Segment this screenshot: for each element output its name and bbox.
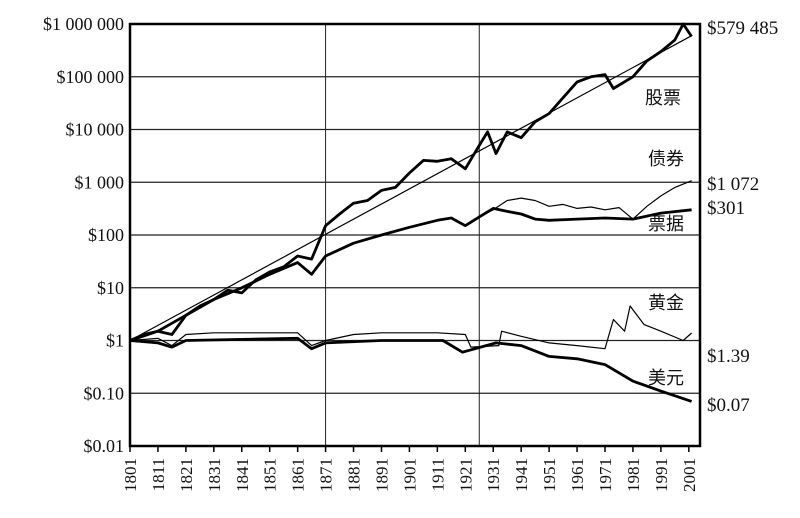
x-tick-label: 1931 (484, 458, 503, 492)
series-line (129, 22, 693, 342)
series-name-label: 股票 (645, 88, 681, 108)
series-line (129, 180, 692, 342)
y-tick-label: $1 (106, 331, 124, 351)
x-tick-label: 1891 (372, 458, 391, 492)
x-tick-label: 1901 (400, 458, 419, 492)
series-name-label: 债券 (648, 149, 684, 169)
x-tick-label: 1811 (149, 458, 168, 491)
series-end-value: $579 485 (707, 18, 778, 39)
y-tick-label: $0.10 (84, 383, 125, 403)
y-tick-label: $100 000 (57, 67, 125, 87)
y-tick-label: $1 000 000 (43, 14, 124, 34)
plot-frame (128, 22, 702, 448)
y-axis: $1 000 000 $100 000 $10 000 $1 000 $100 $10 $1… (43, 14, 124, 456)
series-name-label: 美元 (648, 368, 684, 388)
x-tick-label: 1951 (540, 458, 559, 492)
x-tick-label: 1851 (261, 458, 280, 492)
x-tick-label: 1801 (121, 458, 140, 492)
x-tick-label: 1921 (456, 458, 475, 492)
x-tick-label: 1981 (624, 458, 643, 492)
y-tick-label: $0.01 (84, 436, 125, 456)
series-name-label: 黄金 (648, 293, 684, 313)
series-name-label: 票据 (648, 214, 684, 234)
trend-line (129, 35, 692, 342)
x-tick-label: 1941 (512, 458, 531, 492)
x-tick-label: 1871 (317, 458, 336, 492)
x-tick-label: 1861 (289, 458, 308, 492)
x-tick-label: 1881 (345, 458, 364, 492)
y-tick-label: $1 000 (75, 172, 125, 192)
series-line (129, 207, 692, 342)
series-line (129, 336, 693, 403)
series-end-value: $301 (707, 198, 745, 219)
x-tick-label: 1821 (177, 458, 196, 492)
x-tick-label: 1831 (205, 458, 224, 492)
series-end-value: $1 072 (707, 174, 759, 195)
x-tick-label: 2001 (680, 458, 699, 492)
series-end-value: $0.07 (707, 395, 750, 416)
x-tick-label: 1841 (233, 458, 252, 492)
series-labels: 股票 $579 485 债券 $1 072 票据 $301 黄金 $1.39 美元 $0.07 (645, 18, 778, 416)
series-line (129, 305, 692, 350)
y-tick-label: $10 000 (66, 120, 125, 140)
x-tick-label: 1911 (428, 458, 447, 491)
x-tick-label: 1961 (568, 458, 587, 492)
y-tick-label: $10 (97, 278, 124, 298)
series-lines (129, 22, 693, 403)
x-tick-label: 1991 (652, 458, 671, 492)
x-axis: 1801 1811 1821 1831 1841 1851 1861 1871 1881 1891… (121, 446, 699, 492)
series-end-value: $1.39 (707, 346, 750, 367)
y-tick-label: $100 (88, 225, 124, 245)
x-tick-label: 1971 (596, 458, 615, 492)
